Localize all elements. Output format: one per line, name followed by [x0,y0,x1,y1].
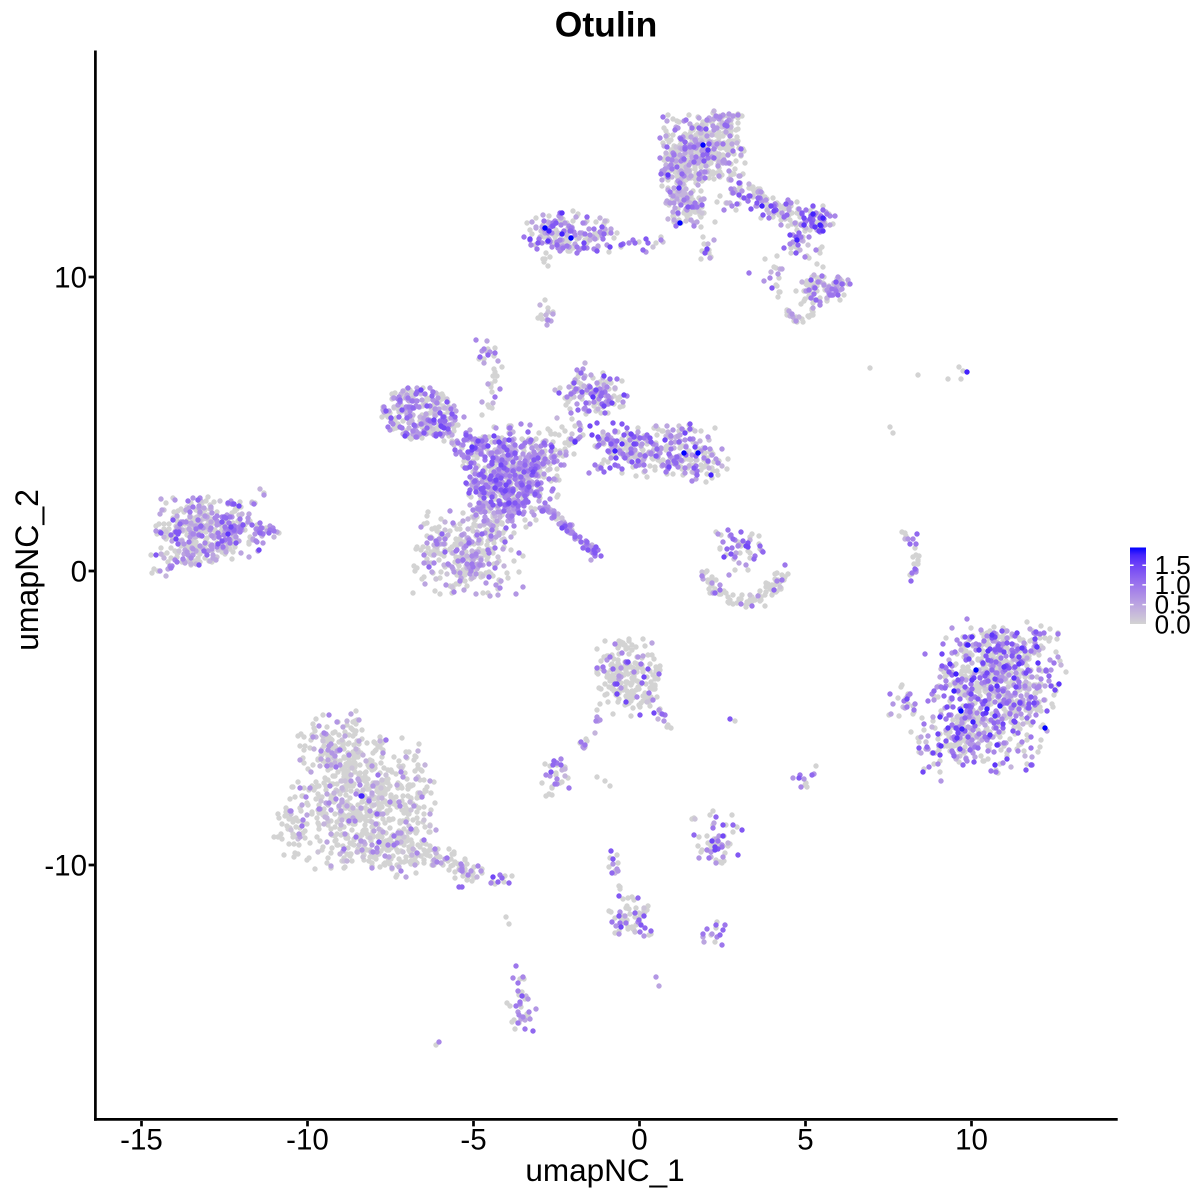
svg-text:0: 0 [631,1124,647,1157]
svg-text:10: 10 [54,261,87,294]
svg-text:0.0: 0.0 [1155,609,1191,639]
svg-text:-5: -5 [460,1124,486,1157]
svg-text:umapNC_2: umapNC_2 [9,489,45,651]
svg-text:-10: -10 [286,1124,329,1157]
svg-text:-15: -15 [120,1124,163,1157]
svg-text:5: 5 [797,1124,813,1157]
svg-text:0: 0 [71,555,87,588]
svg-text:10: 10 [955,1124,988,1157]
svg-text:0.5: 0.5 [1155,590,1191,620]
svg-text:umapNC_1: umapNC_1 [525,1152,684,1188]
svg-text:-10: -10 [44,849,87,882]
svg-text:Otulin: Otulin [555,5,658,45]
svg-text:1.0: 1.0 [1155,570,1191,600]
svg-text:1.5: 1.5 [1155,550,1191,580]
